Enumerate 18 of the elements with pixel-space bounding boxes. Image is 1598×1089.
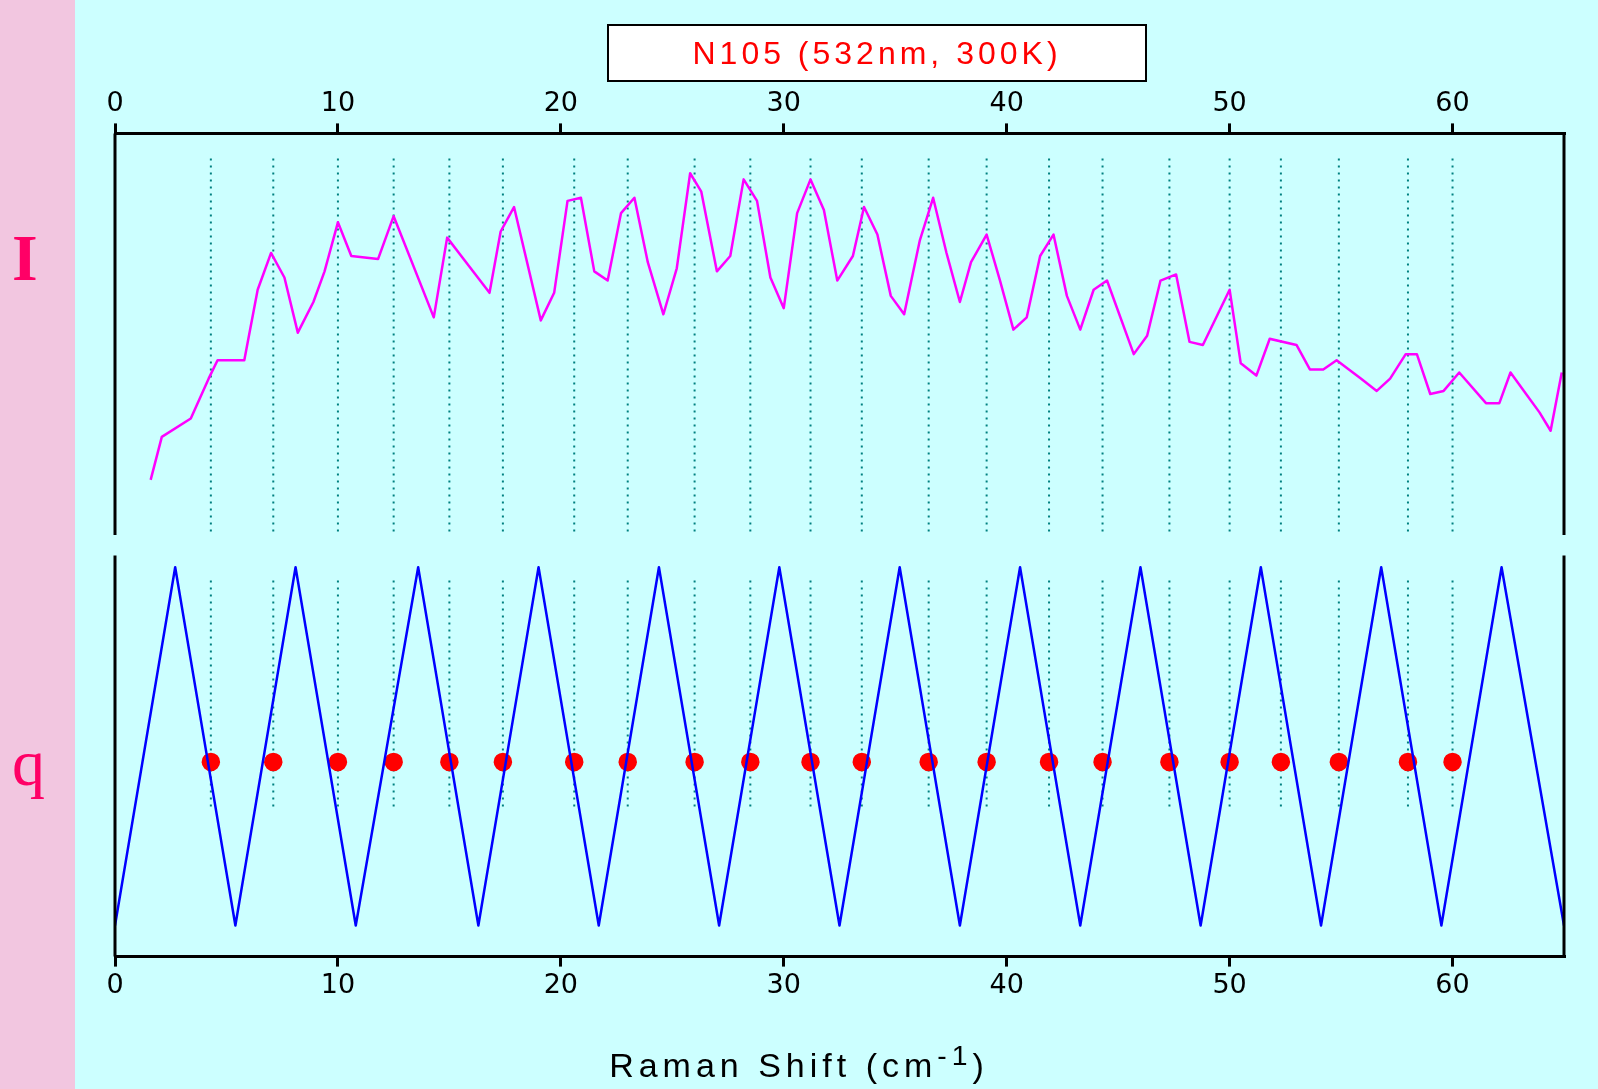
chart-title: N105 (532nm, 300K)	[607, 24, 1147, 82]
x-tick-label: 60	[1435, 967, 1470, 999]
y-axis-title: I	[12, 220, 38, 296]
x-tick-label: 50	[1212, 86, 1247, 118]
x-tick-label: 20	[543, 967, 579, 999]
x-tick-label: 10	[320, 967, 356, 999]
x-tick-label: 30	[766, 967, 801, 999]
x-tick-label: 60	[1435, 86, 1470, 118]
x-tick-label: 30	[766, 86, 801, 118]
x-tick-label: 20	[543, 86, 579, 118]
y-axis-title: q	[12, 725, 45, 801]
x-tick-label: 10	[320, 86, 356, 118]
x-tick-label: 0	[106, 86, 124, 118]
x-tick-label: 40	[989, 86, 1024, 118]
x-tick-label: 50	[1212, 967, 1247, 999]
x-tick-label: 40	[989, 967, 1024, 999]
x-tick-label: 0	[106, 967, 124, 999]
x-axis-title: Raman Shift (cm$^{-1}$)	[608, 1038, 990, 1086]
